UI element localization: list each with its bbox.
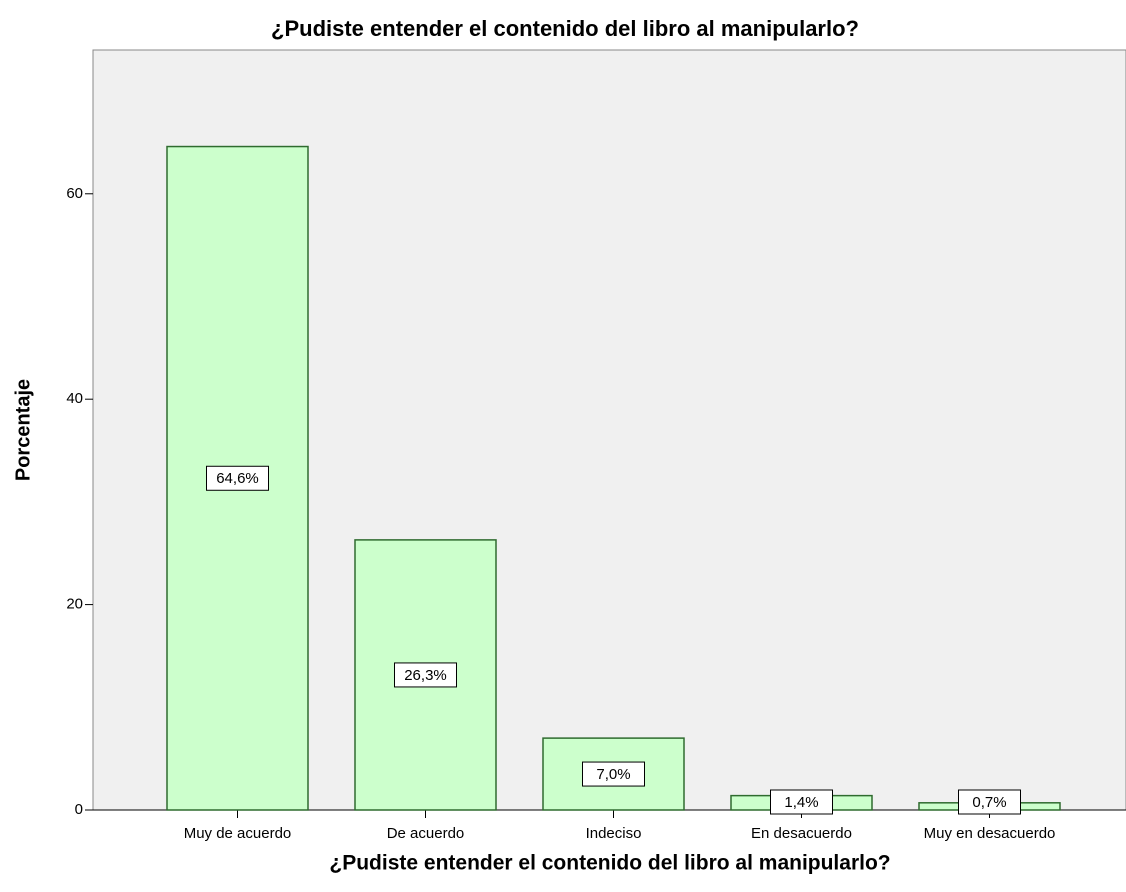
value-label: 1,4% [784,794,818,811]
value-label-box [770,789,833,815]
y-axis-title: Porcentaje [12,379,34,481]
y-tick-label: 60 [66,185,83,202]
value-label-box [582,761,645,787]
value-label: 64,6% [216,470,259,487]
y-tick-label: 40 [66,390,83,407]
x-tick-label: Muy de acuerdo [184,825,292,842]
y-tick-label: 0 [75,801,83,818]
value-label-box [958,789,1021,815]
chart-title: ¿Pudiste entender el contenido del libro… [271,16,859,41]
x-tick-label: En desacuerdo [751,825,852,842]
x-tick-label: Muy en desacuerdo [924,825,1056,842]
value-label: 0,7% [972,794,1006,811]
value-label: 7,0% [596,766,630,783]
x-axis-title: ¿Pudiste entender el contenido del libro… [329,852,890,875]
x-tick-label: Indeciso [586,825,642,842]
x-tick-label: De acuerdo [387,825,465,842]
value-label: 26,3% [404,667,447,684]
y-tick-label: 20 [66,596,83,613]
value-label-box [394,662,457,688]
value-label-box [206,465,269,491]
